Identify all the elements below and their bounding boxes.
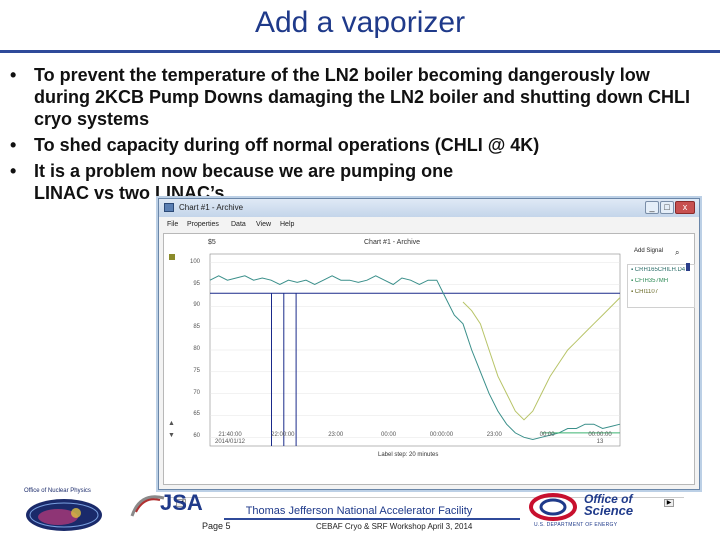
- horizontal-scrollbar[interactable]: ◀ ▶: [168, 497, 684, 508]
- scroll-up-icon[interactable]: ▲: [168, 420, 175, 427]
- y-tick-label: 60: [193, 433, 200, 440]
- bullet-item: • To shed capacity during off normal oper…: [10, 135, 540, 155]
- y-tick-label: 90: [193, 302, 200, 309]
- x-tick-label: 00:00: [539, 432, 555, 438]
- slide-title: Add a vaporizer: [254, 6, 466, 39]
- bullet-list: • To prevent the temperature of the LN2 b…: [8, 64, 708, 208]
- maximize-button[interactable]: □: [660, 201, 674, 214]
- y-tick-label: 95: [193, 280, 200, 287]
- chart-panel: $5 Chart #1 - Archive ▲ ▼ Add Signal ⌕ ▪…: [163, 233, 695, 507]
- add-signal-label: Add Signal: [634, 248, 664, 254]
- close-button[interactable]: x: [675, 201, 695, 214]
- oos-science-text: Science: [584, 503, 634, 518]
- x-tick-label: 23:00: [328, 432, 344, 438]
- live-label: $5: [208, 239, 216, 246]
- x-tick-label: 00:00:00 13: [588, 432, 612, 445]
- legend-scroll-handle[interactable]: [686, 263, 690, 271]
- window-titlebar[interactable]: Chart #1 - Archive _ □ x: [159, 199, 699, 217]
- minimize-button[interactable]: _: [645, 201, 659, 214]
- window-icon: [164, 203, 174, 212]
- x-tick-label: 00:00:00: [429, 432, 454, 438]
- chart-title: Chart #1 - Archive: [364, 239, 421, 246]
- doe-text: U.S. DEPARTMENT OF ENERGY: [534, 522, 618, 528]
- y-tick-label: 65: [193, 411, 200, 418]
- menu-view[interactable]: View: [256, 221, 272, 228]
- doe-swirl-icon: [529, 493, 577, 521]
- menu-data[interactable]: Data: [231, 221, 246, 228]
- menu-file[interactable]: File: [167, 221, 179, 228]
- add-signal-button[interactable]: Add Signal ⌕: [634, 248, 684, 258]
- bullet-item: • To prevent the temperature of the LN2 b…: [10, 65, 690, 129]
- jsa-logo: [130, 495, 165, 517]
- binoculars-icon: ⌕: [675, 248, 680, 257]
- office-of-science-logo: Office of Science U.S. DEPARTMENT OF ENE…: [528, 492, 688, 532]
- signal-color-square[interactable]: [169, 254, 175, 260]
- series-line: [209, 275, 621, 441]
- legend-item[interactable]: ▪ CFIH357MH: [631, 278, 669, 284]
- menu-help[interactable]: Help: [280, 221, 295, 228]
- page-number: Page 5: [202, 521, 231, 531]
- window-title: Chart #1 - Archive: [179, 203, 244, 212]
- legend-item[interactable]: ▪ CRH165CHILH.D4: [631, 267, 686, 273]
- series-line: [462, 297, 621, 421]
- menu-bar: File Properties Data View Help: [159, 218, 699, 232]
- nuclear-physics-logo-text: Office of Nuclear Physics: [24, 488, 91, 494]
- office-of-nuclear-physics-logo: [26, 499, 102, 531]
- x-tick-label: 00:00: [381, 432, 397, 438]
- x-tick-label: 23:00: [486, 432, 502, 438]
- event-name: CEBAF Cryo & SRF Workshop April 3, 2014: [316, 522, 473, 531]
- menu-properties[interactable]: Properties: [187, 221, 219, 228]
- jsa-text: JSA: [160, 490, 203, 515]
- footer-rule: [224, 518, 520, 520]
- y-tick-label: 80: [193, 346, 200, 352]
- chart-plot-area: [209, 253, 621, 447]
- scroll-left-button[interactable]: ◀: [176, 499, 186, 507]
- y-tick-label: 70: [193, 389, 200, 396]
- legend-item[interactable]: ▪ CHI1107: [631, 289, 659, 295]
- y-tick-label: 100: [189, 258, 200, 265]
- y-tick-label: 85: [193, 324, 200, 331]
- oos-office-text: Office of: [584, 492, 633, 506]
- scroll-down-icon[interactable]: ▼: [168, 432, 175, 439]
- archive-chart-window: Chart #1 - Archive _ □ x File Properties…: [158, 198, 700, 507]
- scroll-right-button[interactable]: ▶: [664, 499, 674, 507]
- x-tick-label: 21:40:00 2014/01/12: [214, 432, 246, 445]
- lab-name: Thomas Jefferson National Accelerator Fa…: [245, 505, 473, 517]
- x-tick-label: 22:00:00: [271, 432, 295, 438]
- y-tick-label: 75: [193, 367, 200, 374]
- legend: ▪ CRH165CHILH.D4 ▪ CFIH357MH ▪ CHI1107: [627, 263, 695, 308]
- x-axis-label: Label step: 20 minutes: [378, 452, 439, 458]
- title-rule: [0, 50, 720, 53]
